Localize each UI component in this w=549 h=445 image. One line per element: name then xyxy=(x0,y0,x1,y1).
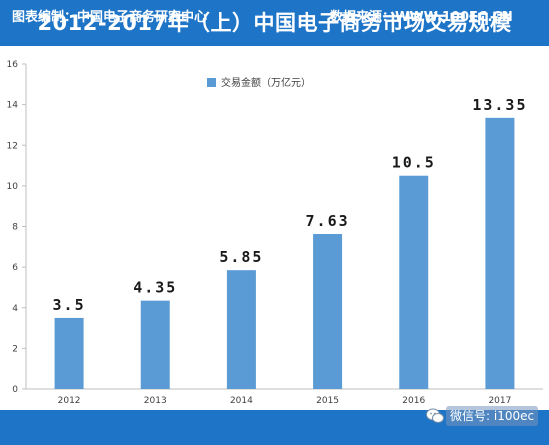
bar-value-label: 3.5 xyxy=(53,296,86,314)
x-tick-label: 2016 xyxy=(402,396,425,406)
bar-value-label: 7.63 xyxy=(306,212,350,230)
x-tick-label: 2014 xyxy=(230,396,253,406)
y-tick-label: 10 xyxy=(7,182,19,192)
bar-2015 xyxy=(313,234,343,389)
y-tick-label: 0 xyxy=(12,385,18,395)
bar-2016 xyxy=(399,175,429,389)
wechat-watermark: 微信号: i100ec xyxy=(446,406,539,426)
bar-value-label: 4.35 xyxy=(133,279,177,297)
bar-chart: 0 2 4 6 8 10 12 14 16 3.5 2012 4.35 2013 5.85 2014 7.63… xyxy=(7,60,543,406)
wechat-icon xyxy=(426,408,444,423)
y-tick-label: 14 xyxy=(7,101,19,111)
y-tick-label: 8 xyxy=(12,223,18,233)
bar-2012 xyxy=(54,317,84,389)
x-tick-label: 2017 xyxy=(488,396,511,406)
legend-swatch xyxy=(207,78,216,87)
x-tick-label: 2012 xyxy=(58,396,81,406)
title-bar xyxy=(0,0,549,46)
bar-value-label: 5.85 xyxy=(219,248,263,266)
bar-value-label: 13.35 xyxy=(472,96,527,114)
legend-label: 交易金额（万亿元） xyxy=(221,76,311,89)
bar-2013 xyxy=(140,300,170,389)
x-tick-label: 2013 xyxy=(144,396,167,406)
chart-title: 2012-2017年（上）中国电子商务市场交易规模 xyxy=(37,11,512,35)
y-tick-label: 16 xyxy=(7,60,19,70)
x-tick-label: 2015 xyxy=(316,396,339,406)
y-tick-label: 12 xyxy=(7,141,18,151)
y-tick-label: 6 xyxy=(12,263,18,273)
footer-source: 数据来源：WWW.100EC.CN xyxy=(330,10,513,25)
footer-credit: 图表编制：中国电子商务研究中心 xyxy=(12,10,208,25)
bar-2017 xyxy=(485,117,515,389)
bar-value-label: 10.5 xyxy=(392,154,436,172)
y-tick-label: 2 xyxy=(12,344,18,354)
bar-2014 xyxy=(226,270,256,389)
y-tick-label: 4 xyxy=(12,304,18,314)
